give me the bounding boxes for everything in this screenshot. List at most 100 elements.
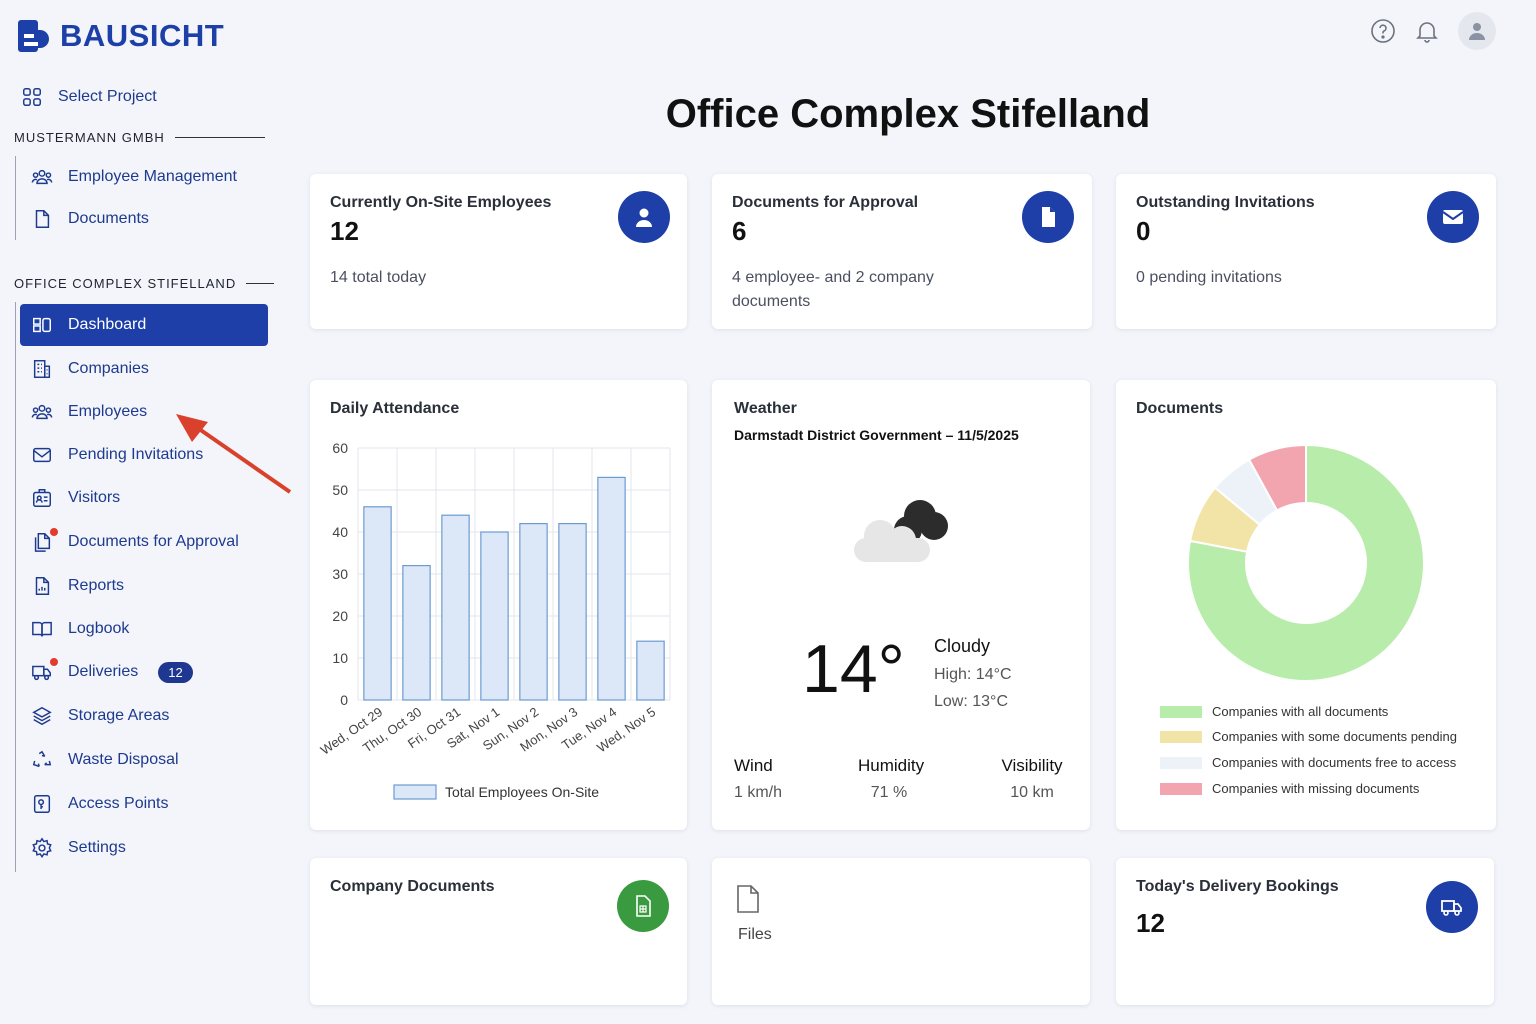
y-tick-label: 0 [340, 692, 348, 708]
document-icon [1022, 191, 1074, 243]
sidebar-item-label: Waste Disposal [68, 751, 179, 768]
sidebar-item-employees[interactable]: Employees [20, 391, 268, 433]
humidity-value: 71 % [870, 784, 908, 801]
user-icon [618, 191, 670, 243]
humidity-label: Humidity [858, 756, 925, 775]
select-project-button[interactable]: Select Project [10, 76, 258, 118]
book-icon [30, 617, 54, 641]
sidebar-item-logbook[interactable]: Logbook [20, 608, 268, 650]
sidebar-item-label: Storage Areas [68, 707, 170, 724]
card-title: Weather [734, 400, 797, 417]
sidebar-item-dashboard[interactable]: Dashboard [20, 304, 268, 346]
section1-line [15, 156, 16, 240]
sidebar-item-label: Employee Management [68, 168, 237, 185]
documents-donut-chart [1187, 443, 1425, 682]
card-value: 6 [732, 216, 747, 246]
delivery-bookings-card[interactable]: Today's Delivery Bookings 12 [1116, 858, 1494, 1005]
people-icon [30, 165, 54, 189]
documents-approval-card[interactable]: Documents for Approval 6 4 employee- and… [712, 174, 1092, 329]
notification-dot [50, 658, 58, 666]
document-icon [30, 207, 54, 231]
select-project-label: Select Project [58, 88, 157, 105]
sidebar-item-reports[interactable]: Reports [20, 565, 268, 607]
help-icon[interactable] [1370, 18, 1396, 44]
wind-stat: Wind 1 km/h [734, 756, 782, 802]
building-icon [30, 357, 54, 381]
visibility-label: Visibility [1001, 756, 1063, 775]
outstanding-invitations-card[interactable]: Outstanding Invitations 0 0 pending invi… [1116, 174, 1496, 329]
user-icon [1469, 23, 1485, 40]
donut-slice [1247, 443, 1307, 512]
sidebar-item-visitors[interactable]: Visitors [20, 477, 268, 519]
bar [636, 640, 665, 701]
section-label-company: MUSTERMANN GMBH [14, 130, 265, 145]
bar [402, 565, 431, 701]
sidebar-item-label: Pending Invitations [68, 446, 204, 463]
envelope-icon [1427, 191, 1479, 243]
key-icon [30, 792, 54, 816]
annotation-arrow [176, 414, 292, 494]
sidebar-item-deliveries[interactable]: Deliveries 12 [20, 651, 268, 693]
legend-label: Companies with missing documents [1212, 781, 1420, 796]
bar [519, 523, 548, 701]
company-documents-card[interactable]: Company Documents [310, 858, 687, 1005]
card-title: Outstanding Invitations [1136, 194, 1315, 211]
avatar[interactable] [1458, 12, 1496, 50]
sidebar-item-storage-areas[interactable]: Storage Areas [20, 695, 268, 737]
section2-text: OFFICE COMPLEX STIFELLAND [14, 276, 237, 291]
sidebar-item-employee-management[interactable]: Employee Management [20, 156, 268, 198]
page-title: Office Complex Stifelland [665, 92, 1151, 136]
bell-icon[interactable] [1414, 18, 1440, 44]
weather-low: Low: 13°C [934, 693, 1008, 710]
files-label: Files [738, 926, 772, 943]
sidebar-item-documents[interactable]: Documents [20, 198, 268, 240]
documents-chart-card: Documents Companies with all documents C… [1116, 380, 1496, 830]
truck-icon [30, 658, 58, 684]
sidebar-item-label: Dashboard [68, 316, 147, 333]
legend-label: Companies with some documents pending [1212, 729, 1457, 744]
onsite-employees-card[interactable]: Currently On-Site Employees 12 14 total … [310, 174, 687, 329]
weather-location: Darmstadt District Government – 11/5/202… [734, 427, 1019, 443]
sidebar-item-pending-invitations[interactable]: Pending Invitations [20, 434, 268, 476]
sidebar-item-label: Companies [68, 360, 149, 377]
wind-value: 1 km/h [734, 784, 783, 801]
legend-item: Companies with all documents [1160, 704, 1388, 719]
card-value: 12 [330, 216, 359, 246]
legend-swatch [393, 784, 437, 800]
card-title: Daily Attendance [330, 400, 460, 417]
card-subtext: 0 pending invitations [1136, 269, 1282, 286]
envelope-icon [30, 443, 54, 467]
card-title: Documents [1136, 400, 1224, 417]
dashboard-icon [30, 313, 54, 337]
bar [363, 506, 392, 701]
y-tick-label: 50 [332, 482, 348, 498]
legend-label: Companies with documents free to access [1212, 755, 1457, 770]
sidebar-item-documents-for-approval[interactable]: Documents for Approval [20, 521, 268, 563]
notification-dot [50, 528, 58, 536]
sidebar-item-label: Logbook [68, 620, 130, 637]
legend-item: Companies with missing documents [1160, 781, 1419, 796]
section-divider [174, 137, 265, 138]
card-subtext: 4 employee- and 2 company documents [732, 269, 934, 310]
wind-label: Wind [734, 756, 773, 775]
sidebar-item-companies[interactable]: Companies [20, 348, 268, 390]
daily-attendance-card: Daily Attendance 0 10 20 30 40 50 60 Wed, Oct 2… [310, 380, 687, 830]
card-title: Today's Delivery Bookings [1136, 878, 1339, 895]
files-card[interactable]: Files [712, 858, 1090, 1005]
y-tick-label: 20 [332, 608, 348, 624]
sidebar-item-label: Settings [68, 839, 126, 856]
recycle-icon [30, 748, 54, 772]
sidebar-item-access-points[interactable]: Access Points [20, 783, 268, 825]
sidebar-item-waste-disposal[interactable]: Waste Disposal [20, 739, 268, 781]
y-tick-label: 10 [332, 650, 348, 666]
people-icon [30, 400, 54, 424]
card-title: Documents for Approval [732, 194, 919, 211]
card-value: 0 [1136, 216, 1151, 246]
visibility-stat: Visibility 10 km [1000, 756, 1064, 802]
brand-logo[interactable]: BAUSICHT [16, 18, 224, 54]
sidebar-item-settings[interactable]: Settings [20, 827, 268, 869]
top-bar-icons [1370, 12, 1496, 50]
sidebar-item-label: Reports [68, 577, 125, 594]
id-card-icon [30, 486, 54, 510]
documents-icon [30, 528, 58, 554]
